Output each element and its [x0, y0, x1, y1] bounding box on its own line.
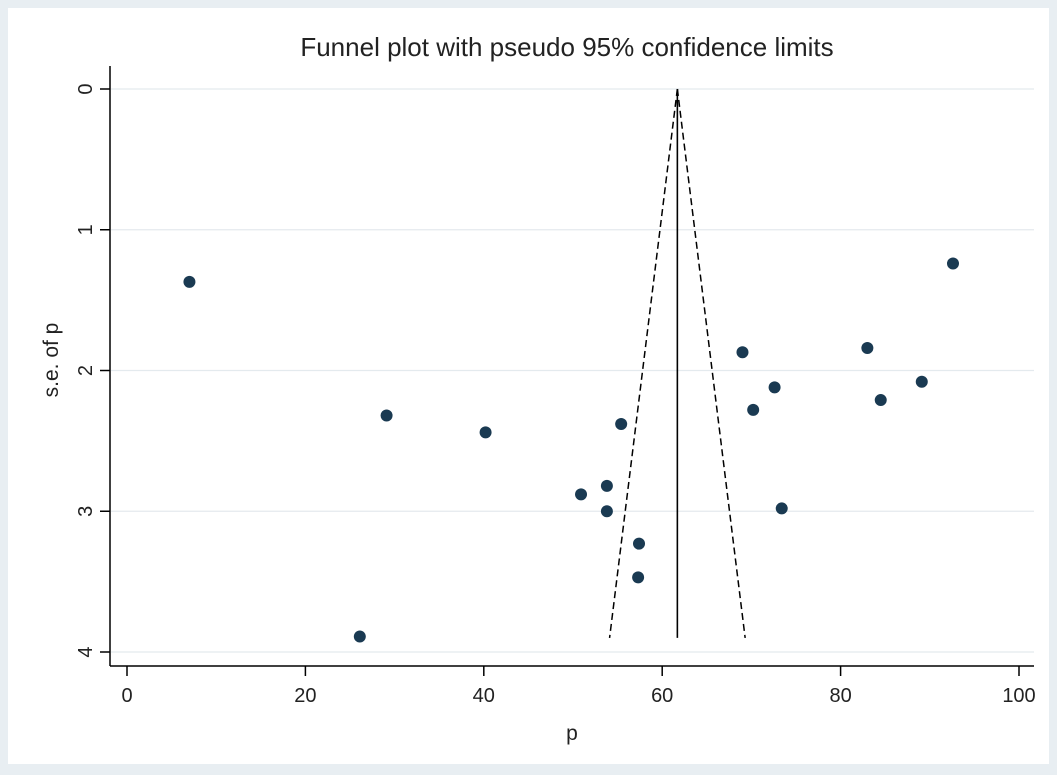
x-tick-label-3: 60	[651, 685, 673, 707]
data-points	[183, 257, 959, 643]
data-point-10	[736, 346, 749, 359]
data-point-4	[575, 488, 588, 501]
data-point-15	[874, 394, 887, 407]
data-point-14	[861, 341, 874, 354]
data-point-12	[768, 381, 781, 394]
data-point-7	[615, 417, 628, 430]
y-tick-label-0: 0	[75, 83, 97, 94]
confidence-limit-lower	[608, 88, 679, 639]
data-point-8	[633, 537, 646, 550]
chart-title: Funnel plot with pseudo 95% confidence l…	[300, 32, 833, 62]
x-tick-label-4: 80	[829, 685, 851, 707]
data-point-5	[600, 479, 613, 492]
grid-lines	[111, 88, 1034, 653]
x-tick-label-0: 0	[121, 685, 132, 707]
x-tick-label-1: 20	[294, 685, 316, 707]
y-axis-label: s.e. of p	[40, 323, 63, 398]
data-point-17	[946, 257, 959, 270]
data-point-1	[353, 630, 366, 643]
confidence-limit-upper	[676, 88, 746, 639]
x-tick-label-5: 100	[1002, 685, 1035, 707]
data-point-16	[915, 375, 928, 388]
y-tick-label-4: 4	[75, 646, 97, 657]
x-axis-label: p	[566, 722, 578, 745]
data-point-13	[775, 502, 788, 515]
y-tick-label-1: 1	[75, 224, 97, 235]
data-point-0	[183, 275, 196, 288]
data-point-2	[380, 409, 393, 422]
data-point-6	[600, 505, 613, 518]
data-point-9	[632, 571, 645, 584]
data-point-3	[479, 426, 492, 439]
data-point-11	[747, 403, 760, 416]
y-tick-label-2: 2	[75, 365, 97, 376]
plot-area	[110, 66, 1034, 666]
y-tick-label-3: 3	[75, 506, 97, 517]
x-tick-label-2: 40	[473, 685, 495, 707]
funnel-lines	[608, 88, 746, 639]
axes: 0 20 40 60 80 100 0 1 2 3 4	[75, 66, 1036, 707]
